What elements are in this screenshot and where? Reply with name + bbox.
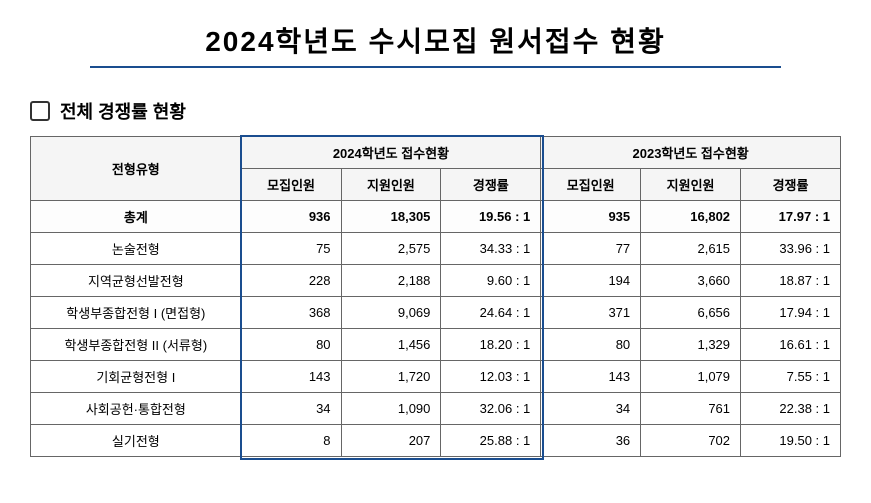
table-row: 논술전형752,57534.33 : 1772,61533.96 : 1 [31, 233, 841, 265]
row-t24: 12.03 : 1 [441, 361, 541, 393]
header-type: 전형유형 [31, 137, 242, 201]
table-row: 기회균형전형 I1431,72012.03 : 11431,0797.55 : … [31, 361, 841, 393]
row-t23: 18.87 : 1 [741, 265, 841, 297]
total-t24: 19.56 : 1 [441, 201, 541, 233]
section-header: 전체 경쟁률 현황 [30, 98, 841, 124]
row-r24: 368 [241, 297, 341, 329]
total-a24: 18,305 [341, 201, 441, 233]
row-t24: 18.20 : 1 [441, 329, 541, 361]
table-body: 총계 936 18,305 19.56 : 1 935 16,802 17.97… [31, 201, 841, 457]
row-label: 학생부종합전형 II (서류형) [31, 329, 242, 361]
total-r23: 935 [541, 201, 641, 233]
row-a24: 1,720 [341, 361, 441, 393]
row-r24: 8 [241, 425, 341, 457]
row-t24: 34.33 : 1 [441, 233, 541, 265]
header-recruit-24: 모집인원 [241, 169, 341, 201]
row-label: 지역균형선발전형 [31, 265, 242, 297]
row-r23: 80 [541, 329, 641, 361]
row-label: 학생부종합전형 I (면접형) [31, 297, 242, 329]
header-ratio-24: 경쟁률 [441, 169, 541, 201]
row-r24: 143 [241, 361, 341, 393]
table-row: 실기전형820725.88 : 13670219.50 : 1 [31, 425, 841, 457]
header-apply-23: 지원인원 [641, 169, 741, 201]
row-a24: 1,090 [341, 393, 441, 425]
row-label: 기회균형전형 I [31, 361, 242, 393]
row-a23: 3,660 [641, 265, 741, 297]
row-r23: 371 [541, 297, 641, 329]
total-a23: 16,802 [641, 201, 741, 233]
row-a23: 1,329 [641, 329, 741, 361]
row-r23: 77 [541, 233, 641, 265]
row-r24: 34 [241, 393, 341, 425]
table-row: 학생부종합전형 II (서류형)801,45618.20 : 1801,3291… [31, 329, 841, 361]
header-ratio-23: 경쟁률 [741, 169, 841, 201]
row-a23: 2,615 [641, 233, 741, 265]
table-row: 학생부종합전형 I (면접형)3689,06924.64 : 13716,656… [31, 297, 841, 329]
row-label: 사회공헌·통합전형 [31, 393, 242, 425]
row-r23: 36 [541, 425, 641, 457]
header-2024: 2024학년도 접수현황 [241, 137, 541, 169]
row-a23: 1,079 [641, 361, 741, 393]
row-a24: 2,188 [341, 265, 441, 297]
row-t23: 16.61 : 1 [741, 329, 841, 361]
row-t23: 22.38 : 1 [741, 393, 841, 425]
total-r24: 936 [241, 201, 341, 233]
row-t24: 9.60 : 1 [441, 265, 541, 297]
row-a24: 1,456 [341, 329, 441, 361]
row-t23: 7.55 : 1 [741, 361, 841, 393]
row-r23: 194 [541, 265, 641, 297]
row-t23: 17.94 : 1 [741, 297, 841, 329]
row-t24: 24.64 : 1 [441, 297, 541, 329]
competition-table: 전형유형 2024학년도 접수현황 2023학년도 접수현황 모집인원 지원인원… [30, 136, 841, 457]
row-r23: 34 [541, 393, 641, 425]
row-label: 논술전형 [31, 233, 242, 265]
row-a24: 9,069 [341, 297, 441, 329]
header-2023: 2023학년도 접수현황 [541, 137, 841, 169]
header-apply-24: 지원인원 [341, 169, 441, 201]
table-row: 지역균형선발전형2282,1889.60 : 11943,66018.87 : … [31, 265, 841, 297]
page-title: 2024학년도 수시모집 원서접수 현황 [90, 20, 781, 68]
row-r24: 75 [241, 233, 341, 265]
total-t23: 17.97 : 1 [741, 201, 841, 233]
header-recruit-23: 모집인원 [541, 169, 641, 201]
row-r24: 80 [241, 329, 341, 361]
row-t24: 32.06 : 1 [441, 393, 541, 425]
row-label: 실기전형 [31, 425, 242, 457]
row-r24: 228 [241, 265, 341, 297]
row-a23: 6,656 [641, 297, 741, 329]
total-row: 총계 936 18,305 19.56 : 1 935 16,802 17.97… [31, 201, 841, 233]
row-a23: 702 [641, 425, 741, 457]
section-header-text: 전체 경쟁률 현황 [60, 98, 186, 124]
table-row: 사회공헌·통합전형341,09032.06 : 13476122.38 : 1 [31, 393, 841, 425]
row-a23: 761 [641, 393, 741, 425]
checkbox-icon [30, 101, 50, 121]
row-t23: 19.50 : 1 [741, 425, 841, 457]
total-label: 총계 [31, 201, 242, 233]
row-a24: 207 [341, 425, 441, 457]
table-container: 전형유형 2024학년도 접수현황 2023학년도 접수현황 모집인원 지원인원… [30, 136, 841, 457]
row-r23: 143 [541, 361, 641, 393]
row-t24: 25.88 : 1 [441, 425, 541, 457]
row-a24: 2,575 [341, 233, 441, 265]
row-t23: 33.96 : 1 [741, 233, 841, 265]
